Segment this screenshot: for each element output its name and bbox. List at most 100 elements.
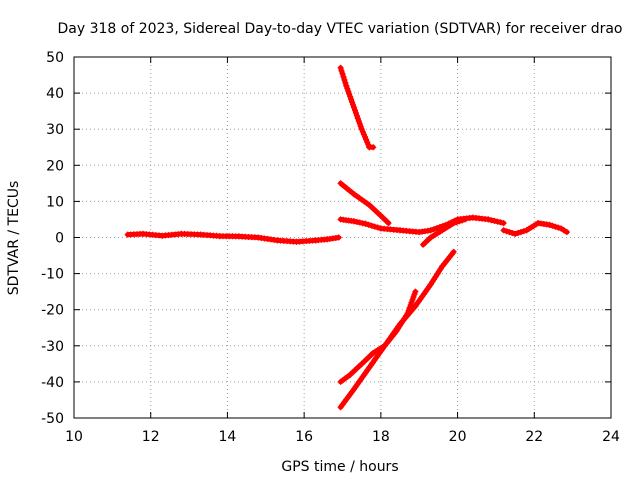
data-point: [353, 112, 360, 119]
data-point: [410, 294, 417, 301]
data-point: [488, 217, 495, 224]
data-point: [365, 221, 372, 228]
series-track-f: [500, 220, 570, 237]
data-point: [500, 227, 507, 234]
x-axis-label: GPS time / hours: [281, 459, 398, 475]
data-point: [552, 223, 559, 230]
y-tick-label: -20: [41, 303, 64, 319]
data-point: [374, 224, 381, 231]
data-point: [343, 82, 350, 89]
data-point: [354, 115, 361, 122]
data-point: [348, 96, 355, 103]
x-tick-label: 20: [449, 429, 467, 445]
data-point: [407, 302, 414, 309]
x-tick-label: 22: [525, 429, 543, 445]
data-point: [337, 64, 344, 71]
axis-ticks: 10 12 14 16 18 20 22 24 -50 -40 -30 -20 -10 0 10 20 30 40…: [41, 50, 620, 445]
data-point: [555, 224, 562, 231]
data-point: [430, 226, 437, 233]
y-tick-label: 30: [46, 122, 64, 138]
y-tick-label: -30: [41, 339, 64, 355]
data-point: [515, 230, 521, 236]
data-point: [357, 123, 364, 130]
data-point: [408, 299, 415, 306]
data-point: [351, 104, 357, 111]
data-point: [347, 93, 354, 100]
data-point: [345, 88, 352, 95]
data-point: [485, 216, 492, 223]
y-tick-label: 50: [46, 50, 64, 66]
data-point: [368, 222, 375, 229]
series-track-g: [337, 288, 419, 385]
data-point: [411, 291, 418, 298]
x-tick-label: 10: [65, 429, 83, 445]
y-tick-label: 20: [46, 158, 64, 174]
data-point: [506, 229, 513, 236]
y-tick-label: 40: [46, 86, 64, 102]
y-tick-label: 10: [46, 194, 64, 210]
data-point: [549, 222, 556, 229]
data-point: [462, 216, 469, 223]
data-point: [352, 110, 359, 116]
series-track-c: [337, 180, 392, 227]
data-point: [409, 296, 416, 303]
data-point: [346, 91, 353, 97]
data-point: [371, 223, 378, 230]
data-point: [512, 230, 519, 237]
series-track-e: [420, 216, 469, 248]
series-track-a: [124, 230, 342, 245]
y-axis-label: SDTVAR / TECUs: [6, 181, 22, 296]
data-point: [338, 67, 345, 74]
data-point: [503, 228, 510, 235]
data-point: [362, 220, 369, 227]
data-point: [335, 234, 342, 241]
y-tick-label: -50: [41, 411, 64, 427]
data-point: [546, 221, 553, 228]
data-point: [349, 99, 356, 106]
data-point: [412, 288, 419, 295]
data-point: [456, 218, 463, 225]
x-tick-label: 18: [372, 429, 390, 445]
data-point: [370, 144, 377, 151]
y-tick-label: 0: [55, 231, 64, 247]
data-point: [355, 118, 362, 125]
data-points: [124, 64, 570, 411]
x-tick-label: 24: [602, 429, 620, 445]
data-point: [339, 70, 346, 77]
data-point: [356, 219, 363, 226]
x-tick-label: 12: [142, 429, 160, 445]
data-point: [497, 219, 504, 226]
series-track-b: [337, 64, 377, 151]
data-point: [342, 79, 349, 86]
data-point: [491, 217, 498, 224]
data-point: [385, 220, 392, 227]
data-point: [427, 227, 434, 234]
data-point: [494, 218, 501, 225]
plot-frame: [73, 56, 612, 419]
data-point: [459, 217, 466, 224]
y-tick-label: -10: [41, 267, 64, 283]
data-point: [344, 85, 351, 92]
data-point: [352, 107, 358, 114]
data-point: [350, 101, 356, 108]
data-point: [453, 219, 460, 226]
gridlines: [74, 57, 611, 418]
data-point: [340, 73, 347, 80]
data-point: [341, 76, 348, 83]
data-point: [450, 220, 457, 227]
data-point: [500, 220, 507, 227]
data-point: [563, 229, 570, 236]
data-point: [433, 225, 440, 232]
series-track-d: [337, 214, 507, 236]
data-point: [509, 230, 516, 236]
data-point: [520, 228, 527, 235]
x-tick-label: 16: [295, 429, 313, 445]
series-track-h: [337, 248, 457, 411]
chart-title: Day 318 of 2023, Sidereal Day-to-day VTE…: [57, 21, 622, 37]
series-band: [338, 289, 418, 385]
x-tick-label: 14: [219, 429, 237, 445]
data-point: [450, 248, 457, 255]
data-point: [356, 120, 363, 127]
y-tick-label: -40: [41, 375, 64, 391]
